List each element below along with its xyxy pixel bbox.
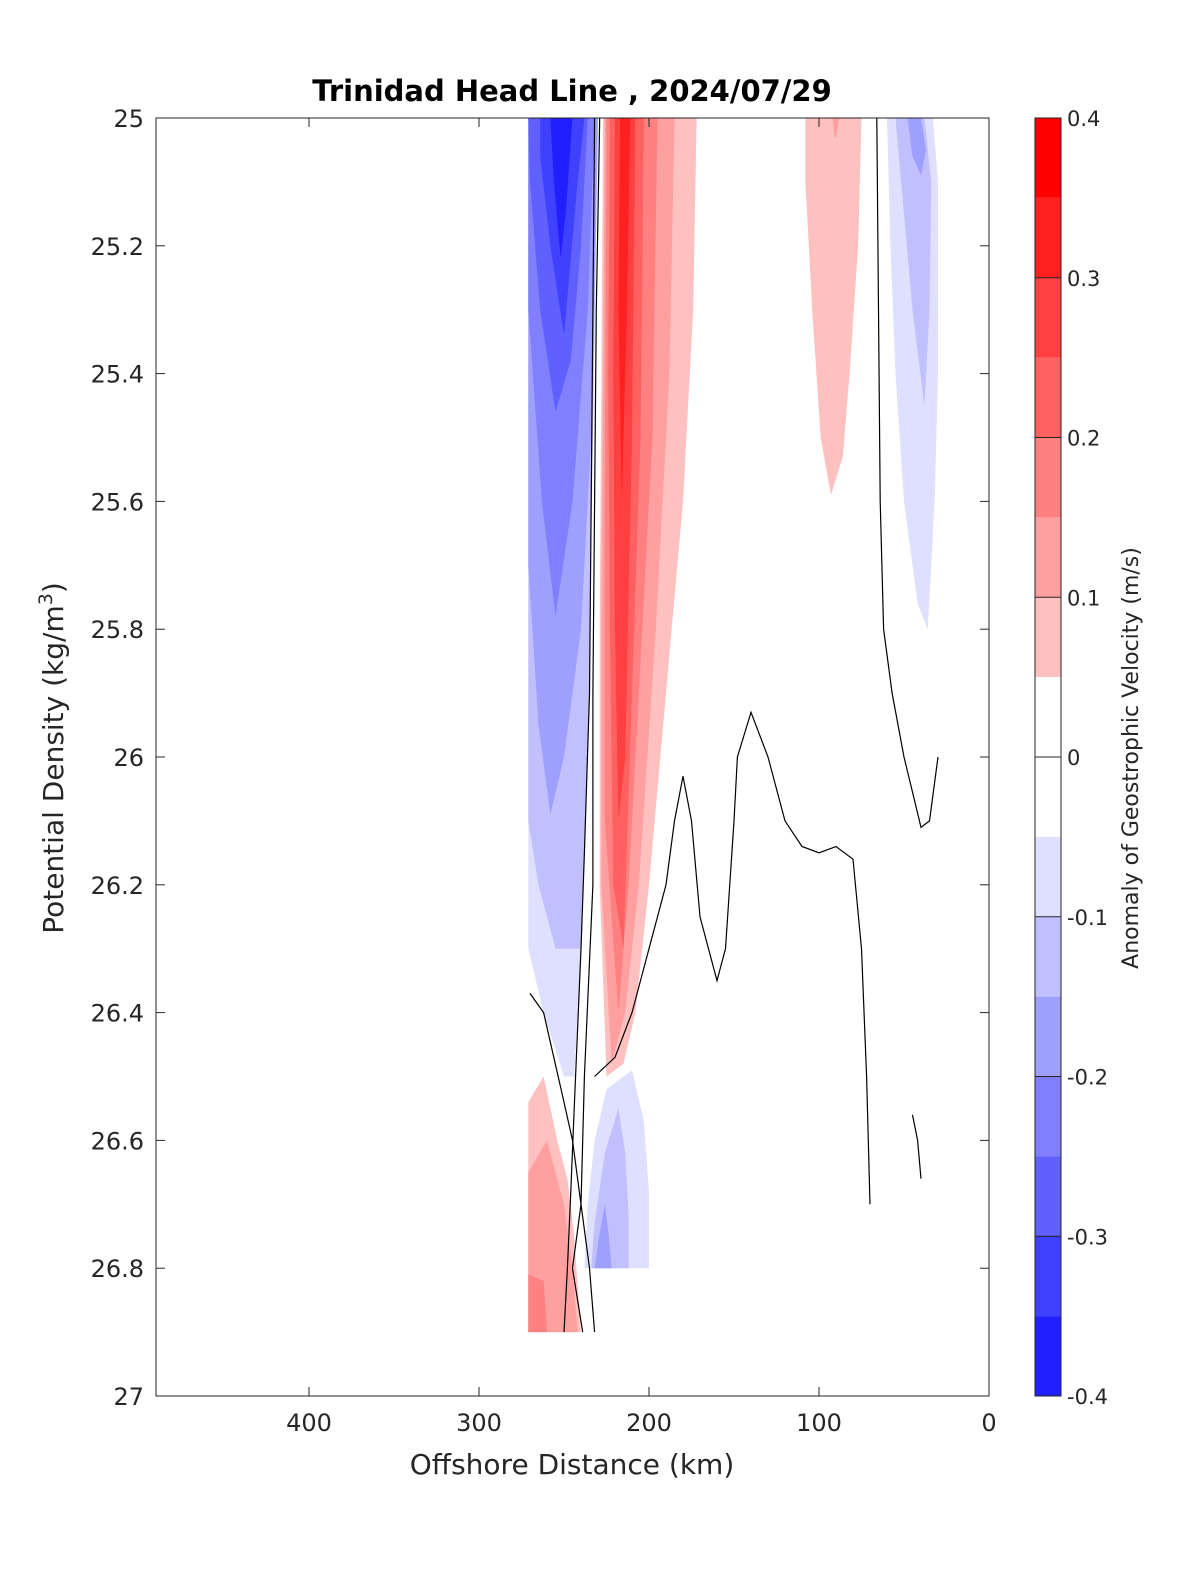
y-axis-title-suffix: ) — [37, 582, 70, 593]
colorbar-level-swatch — [1035, 1156, 1061, 1237]
y-axis-title-main: Potential Density (kg/m — [37, 605, 70, 934]
colorbar-tick-label: -0.4 — [1067, 1385, 1108, 1409]
colorbar-level-swatch — [1035, 277, 1061, 358]
colorbar-level-swatch — [1035, 836, 1061, 917]
y-tick-label: 26.4 — [91, 1000, 144, 1028]
y-axis: 25 25.2 25.4 25.6 25.8 26 26.2 26.4 26.6 26.8 27 — [91, 105, 989, 1411]
x-tick-label: 0 — [981, 1409, 996, 1437]
chart-title: Trinidad Head Line , 2024/07/29 — [312, 74, 832, 108]
colorbar-tick-label: 0.4 — [1067, 107, 1100, 131]
nearshore-positive-level-13 — [805, 118, 862, 495]
y-tick-label: 26.6 — [91, 1127, 144, 1155]
y-tick-label: 25 — [113, 105, 144, 133]
zero-contour-line-5 — [911, 1114, 922, 1179]
y-tick-label: 26.2 — [91, 872, 144, 900]
zero-contour-line-4 — [876, 117, 939, 829]
colorbar-level-swatch — [1035, 197, 1061, 278]
deep-positive-level-20 — [528, 1274, 547, 1333]
y-tick-label: 25.8 — [91, 616, 144, 644]
y-tick-label: 26 — [113, 744, 144, 772]
y-axis-title: Potential Density (kg/m3) — [35, 582, 70, 934]
filled-contours — [528, 118, 938, 1333]
colorbar-level-swatch — [1035, 1316, 1061, 1396]
colorbar-level-swatch — [1035, 916, 1061, 997]
colorbar-level-swatch — [1035, 597, 1061, 678]
x-axis: 400 300 200 100 0 — [286, 118, 997, 1437]
zero-contour-line-2 — [529, 993, 596, 1333]
offshore-negative-core-level-6 — [550, 118, 573, 259]
colorbar-tick-label: -0.2 — [1067, 1066, 1108, 1090]
colorbar-title: Anomaly of Geostrophic Velocity (m/s) — [1119, 547, 1144, 969]
colorbar-tick-label: 0 — [1067, 746, 1080, 770]
nearshore-negative-level-17 — [907, 118, 927, 176]
jet-positive-core-level-12 — [618, 118, 631, 502]
y-axis-title-superscript: 3 — [35, 593, 57, 605]
colorbar-level-swatch — [1035, 118, 1061, 198]
colorbar-tick-label: -0.3 — [1067, 1225, 1108, 1249]
zero-contour-line-3 — [594, 710, 871, 1205]
colorbar-level-swatch — [1035, 437, 1061, 518]
colorbar-level-swatch — [1035, 1076, 1061, 1157]
colorbar-tick-label: 0.2 — [1067, 427, 1100, 451]
colorbar-level-swatch — [1035, 1236, 1061, 1317]
colorbar-tick-label: -0.1 — [1067, 906, 1108, 930]
x-tick-label: 100 — [796, 1409, 842, 1437]
y-tick-label: 25.2 — [91, 233, 144, 261]
y-tick-label: 27 — [113, 1383, 144, 1411]
y-tick-label: 26.8 — [91, 1255, 144, 1283]
nearshore-negative-level-16 — [895, 118, 932, 406]
colorbar-level-swatch — [1035, 517, 1061, 598]
y-tick-label: 25.4 — [91, 361, 144, 389]
x-axis-title: Offshore Distance (km) — [410, 1448, 735, 1481]
x-tick-label: 400 — [286, 1409, 332, 1437]
deep-negative-level-23 — [594, 1204, 612, 1269]
colorbar-level-swatch — [1035, 357, 1061, 438]
x-tick-label: 300 — [456, 1409, 502, 1437]
colorbar-tick-label: 0.1 — [1067, 586, 1100, 610]
nearshore-positive-level-14 — [832, 118, 840, 138]
zero-contour-line-1 — [571, 117, 601, 1333]
zero-contour-line-0 — [563, 117, 596, 1333]
colorbar-tick-label: 0.3 — [1067, 267, 1100, 291]
colorbar: 0.4 0.3 0.2 0.1 0 -0.1 -0.2 -0.3 -0.4 — [1034, 107, 1108, 1409]
zero-contours — [529, 117, 939, 1333]
y-tick-label: 25.6 — [91, 488, 144, 516]
x-tick-label: 200 — [626, 1409, 672, 1437]
colorbar-level-swatch — [1035, 996, 1061, 1077]
